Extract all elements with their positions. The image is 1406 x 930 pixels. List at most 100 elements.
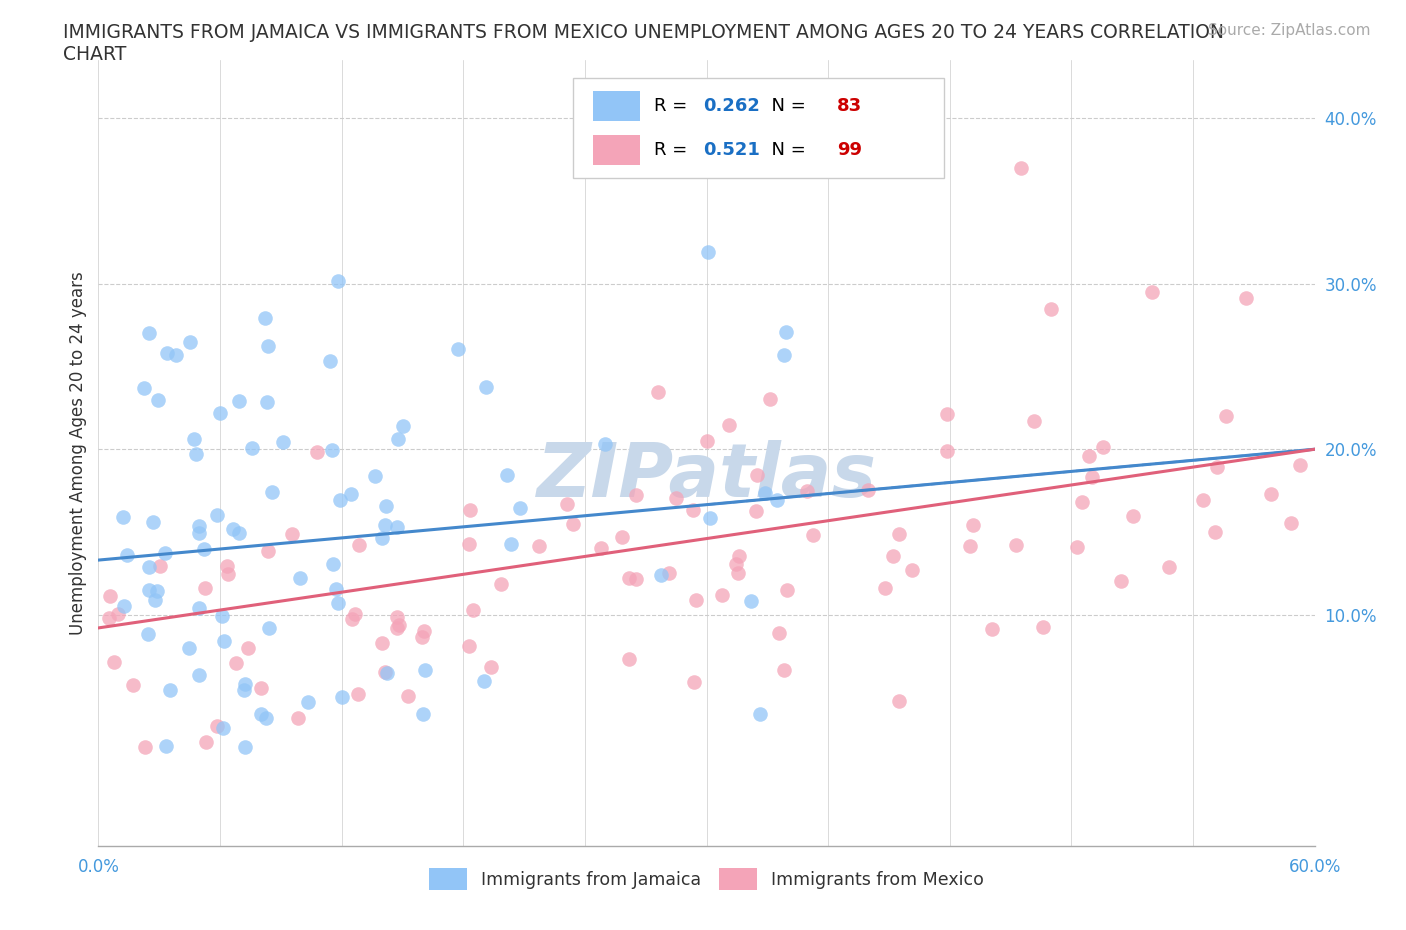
- Point: [796, 484, 818, 498]
- Point: [1157, 559, 1180, 574]
- Point: [887, 693, 910, 708]
- Point: [260, 485, 283, 499]
- Point: [1022, 414, 1045, 429]
- Point: [179, 334, 201, 349]
- Point: [280, 526, 302, 541]
- Point: [340, 486, 363, 501]
- Point: [254, 711, 277, 725]
- Point: [1142, 285, 1164, 299]
- Point: [415, 663, 437, 678]
- Text: R =: R =: [654, 97, 693, 114]
- Point: [322, 557, 344, 572]
- Point: [165, 347, 187, 362]
- Point: [387, 432, 409, 446]
- Point: [475, 379, 498, 394]
- Point: [411, 630, 433, 644]
- Point: [740, 593, 762, 608]
- Point: [745, 468, 768, 483]
- Point: [1289, 458, 1312, 472]
- FancyBboxPatch shape: [572, 78, 943, 179]
- Point: [385, 621, 408, 636]
- Point: [257, 543, 280, 558]
- Point: [148, 392, 170, 407]
- Point: [136, 627, 159, 642]
- Point: [349, 538, 371, 552]
- Point: [271, 434, 294, 449]
- Point: [211, 609, 233, 624]
- Point: [257, 339, 280, 353]
- Point: [1122, 509, 1144, 524]
- Point: [193, 541, 215, 556]
- Point: [159, 683, 181, 698]
- Point: [155, 738, 177, 753]
- Point: [233, 677, 256, 692]
- Point: [889, 526, 911, 541]
- Point: [1092, 440, 1115, 455]
- Point: [759, 392, 782, 406]
- Point: [183, 432, 205, 446]
- Point: [374, 498, 396, 513]
- Point: [773, 663, 796, 678]
- Point: [115, 548, 138, 563]
- Point: [555, 497, 578, 512]
- Point: [187, 601, 209, 616]
- Point: [458, 639, 481, 654]
- Point: [111, 510, 134, 525]
- Point: [612, 530, 634, 545]
- Point: [447, 341, 470, 356]
- Point: [748, 707, 770, 722]
- Point: [1066, 539, 1088, 554]
- Point: [624, 488, 647, 503]
- Point: [287, 711, 309, 725]
- Point: [936, 406, 959, 421]
- Point: [194, 581, 217, 596]
- Point: [222, 522, 245, 537]
- Point: [329, 492, 352, 507]
- Point: [217, 566, 239, 581]
- Point: [388, 618, 411, 632]
- Point: [149, 559, 172, 574]
- Text: 0.262: 0.262: [703, 97, 759, 114]
- Point: [205, 718, 228, 733]
- Point: [325, 581, 347, 596]
- Point: [205, 508, 228, 523]
- Point: [319, 354, 342, 369]
- Point: [233, 682, 256, 697]
- Point: [122, 678, 145, 693]
- Point: [900, 563, 922, 578]
- Point: [344, 607, 367, 622]
- Point: [1071, 495, 1094, 510]
- Point: [228, 393, 250, 408]
- Y-axis label: Unemployment Among Ages 20 to 24 years: Unemployment Among Ages 20 to 24 years: [69, 272, 87, 635]
- Point: [228, 526, 250, 541]
- Point: [138, 326, 160, 341]
- Point: [697, 245, 720, 259]
- Point: [107, 606, 129, 621]
- Point: [962, 518, 984, 533]
- Text: 83: 83: [837, 97, 862, 114]
- Point: [1081, 470, 1104, 485]
- Point: [1260, 486, 1282, 501]
- Point: [624, 572, 647, 587]
- Point: [682, 502, 704, 517]
- Point: [240, 441, 263, 456]
- Point: [936, 444, 959, 458]
- Point: [98, 589, 121, 604]
- Point: [980, 621, 1002, 636]
- Point: [685, 592, 707, 607]
- Point: [495, 468, 517, 483]
- Point: [875, 580, 897, 595]
- Text: N =: N =: [761, 141, 811, 159]
- Point: [155, 345, 177, 360]
- Point: [561, 517, 583, 532]
- Point: [233, 739, 256, 754]
- Point: [699, 511, 721, 525]
- Point: [458, 537, 481, 551]
- Point: [371, 531, 394, 546]
- Point: [254, 311, 277, 325]
- Point: [412, 707, 434, 722]
- Point: [194, 735, 217, 750]
- Point: [489, 577, 512, 591]
- Point: [1078, 449, 1101, 464]
- Point: [728, 549, 751, 564]
